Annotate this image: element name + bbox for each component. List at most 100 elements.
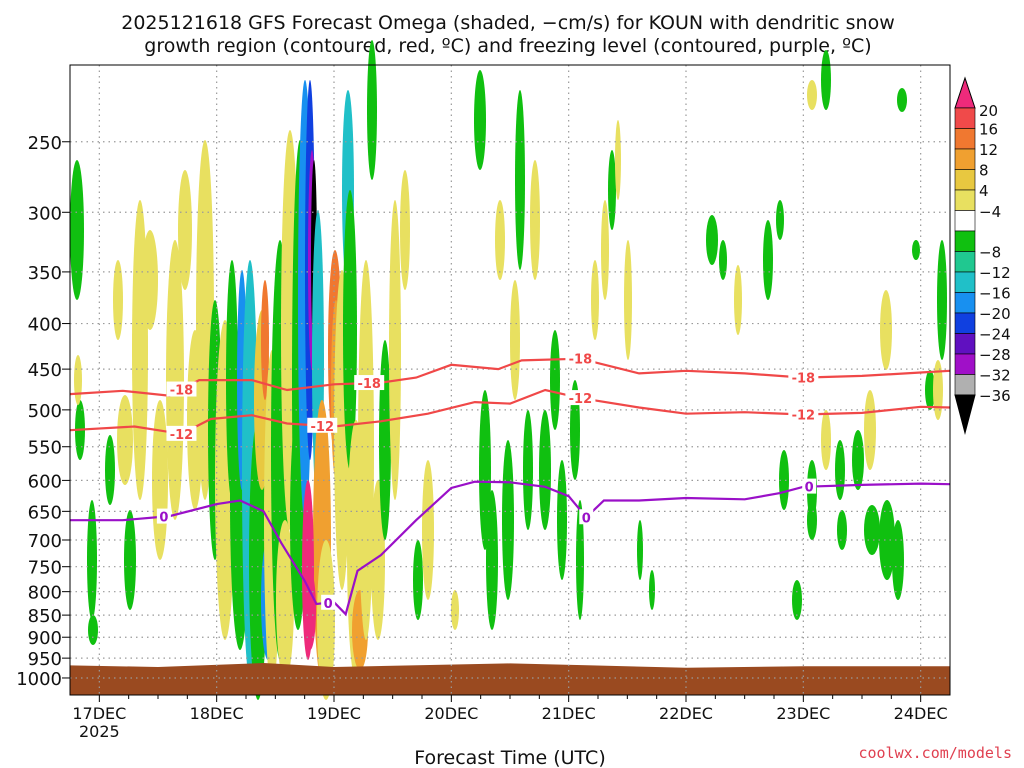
- omega-shading-patch: [70, 160, 84, 300]
- colorbar-segment: [954, 169, 976, 191]
- omega-shading-patch: [400, 170, 410, 290]
- omega-shading-patch: [624, 240, 632, 360]
- colorbar-label: −8: [979, 244, 1001, 262]
- colorbar-segment: [954, 271, 976, 293]
- contour-label: 0: [159, 511, 168, 526]
- omega-shading-patch: [105, 435, 115, 505]
- omega-shading-patch: [87, 500, 97, 620]
- omega-shading-patch: [821, 50, 831, 110]
- omega-shading-patch: [706, 215, 718, 265]
- contour-label-bg: [166, 425, 197, 441]
- colorbar-label: −20: [979, 305, 1011, 323]
- credit-text[interactable]: coolwx.com/models: [858, 744, 1012, 762]
- contour-label: 0: [582, 511, 591, 526]
- contour-label-bg: [166, 381, 197, 397]
- omega-shading-patch: [74, 355, 82, 405]
- y-axis: 2503003504004505005506006507007508008509…: [16, 133, 70, 690]
- colorbar-segment: [954, 333, 976, 355]
- omega-shading-patch: [166, 240, 184, 520]
- contour-label-bg: [565, 350, 596, 366]
- omega-shading-patch: [510, 280, 520, 400]
- colorbar-label: −28: [979, 346, 1011, 364]
- colorbar-label: −12: [979, 264, 1011, 282]
- y-tick-label: 550: [28, 438, 62, 459]
- y-tick-label: 350: [28, 263, 62, 284]
- y-tick-label: 900: [28, 628, 62, 649]
- contour-label-bg: [354, 375, 385, 391]
- omega-shading-patch: [897, 88, 907, 112]
- omega-shading-patch: [523, 410, 533, 530]
- y-tick-label: 250: [28, 133, 62, 154]
- colorbar-segment: [954, 353, 976, 375]
- colorbar-segment: [954, 292, 976, 314]
- colorbar-segment: [954, 374, 976, 396]
- omega-shading-patch: [88, 615, 98, 645]
- omega-shading-patch: [615, 120, 621, 200]
- omega-shading-patch: [937, 240, 947, 360]
- ground-layer: [70, 663, 950, 695]
- omega-shading-patch: [550, 330, 560, 430]
- y-tick-label: 950: [28, 649, 62, 670]
- omega-shading-patch: [474, 70, 486, 170]
- colorbar-label: 16: [979, 121, 998, 139]
- x-tick-label: 17DEC: [72, 704, 126, 723]
- chart-title-line-2: growth region (contoured, red, ºC) and f…: [144, 35, 871, 57]
- omega-shading-patch: [821, 410, 831, 470]
- omega-shading-patch: [601, 200, 609, 300]
- omega-shading-patch: [779, 450, 789, 510]
- x-tick-label: 18DEC: [190, 704, 244, 723]
- y-tick-label: 500: [28, 401, 62, 422]
- x-tick-label: 22DEC: [659, 704, 713, 723]
- contour-label: -12: [792, 408, 816, 423]
- omega-shading-patch: [933, 360, 943, 420]
- y-tick-label: 300: [28, 203, 62, 224]
- colorbar-label: −4: [979, 203, 1001, 221]
- omega-shading-patch: [576, 500, 584, 620]
- omega-shading-patch: [389, 200, 401, 500]
- x-year-label: 2025: [79, 722, 120, 741]
- colorbar-top-arrow: [954, 76, 976, 109]
- omega-shading-patch: [852, 430, 864, 490]
- omega-shading-patch: [892, 520, 904, 600]
- colorbar-label: −36: [979, 387, 1011, 405]
- omega-shading-patch: [358, 260, 374, 640]
- omega-shading-patch: [413, 540, 423, 620]
- chart-title-line-1: 2025121618 GFS Forecast Omega (shaded, −…: [121, 12, 895, 34]
- contour-label: -12: [170, 428, 194, 443]
- omega-shading-patch: [113, 260, 123, 340]
- contour-label: -12: [569, 392, 593, 407]
- omega-shading-patch: [734, 265, 742, 335]
- y-tick-label: 750: [28, 558, 62, 579]
- contour-label-bg: [788, 369, 819, 385]
- omega-shading-patch: [637, 520, 643, 580]
- omega-shading-patch: [178, 170, 192, 290]
- omega-shading-patch: [367, 40, 377, 180]
- x-axis: 17DEC 18DEC 19DEC 20DEC 21DEC 22DEC 23DEC 24DEC…: [72, 695, 948, 741]
- x-tick-label: 24DEC: [894, 704, 948, 723]
- omega-shading-patch: [152, 400, 168, 560]
- colorbar-segment: [954, 189, 976, 211]
- omega-shading-patch: [807, 500, 817, 540]
- y-tick-label: 1000: [16, 669, 62, 690]
- colorbar-label: −24: [979, 326, 1011, 344]
- omega-shading-patch: [117, 395, 133, 485]
- omega-shading-patch: [539, 410, 551, 530]
- omega-shading-patch: [608, 150, 616, 230]
- contour-label: 0: [324, 597, 333, 612]
- contour-label-bg: [565, 390, 596, 406]
- contour-label: -18: [170, 384, 194, 399]
- ground-surface: [70, 663, 950, 695]
- omega-shading-patch: [530, 160, 540, 280]
- colorbar-segment: [954, 107, 976, 129]
- colorbar-segment: [954, 128, 976, 150]
- omega-shading-patch: [124, 510, 136, 610]
- colorbar-bottom-arrow: [954, 394, 976, 435]
- omega-shading-patch: [261, 280, 269, 400]
- omega-shading-patch: [837, 510, 847, 550]
- omega-shading-patch: [925, 370, 935, 410]
- colorbar-segment: [954, 148, 976, 170]
- omega-shading-patch: [591, 260, 599, 340]
- omega-shading-patch: [495, 200, 505, 280]
- contour-label-bg: [307, 417, 338, 433]
